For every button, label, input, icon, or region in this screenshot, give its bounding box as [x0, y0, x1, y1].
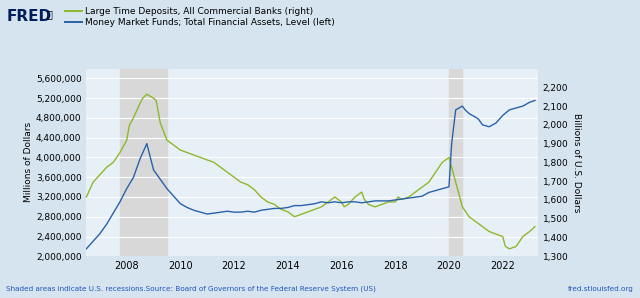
Text: 📈: 📈 [46, 9, 52, 19]
Bar [120, 69, 167, 256]
Text: FRED: FRED [6, 9, 52, 24]
Text: fred.stlouisfed.org: fred.stlouisfed.org [568, 285, 634, 291]
Legend: Large Time Deposits, All Commercial Banks (right), Money Market Funds; Total Fin: Large Time Deposits, All Commercial Bank… [65, 7, 335, 27]
Bar [449, 69, 463, 256]
Y-axis label: Billions of U.S. Dollars: Billions of U.S. Dollars [572, 113, 581, 212]
Text: Shaded areas indicate U.S. recessions.Source: Board of Governors of the Federal : Shaded areas indicate U.S. recessions.So… [6, 285, 376, 292]
Y-axis label: Millions of Dollars: Millions of Dollars [24, 122, 33, 202]
